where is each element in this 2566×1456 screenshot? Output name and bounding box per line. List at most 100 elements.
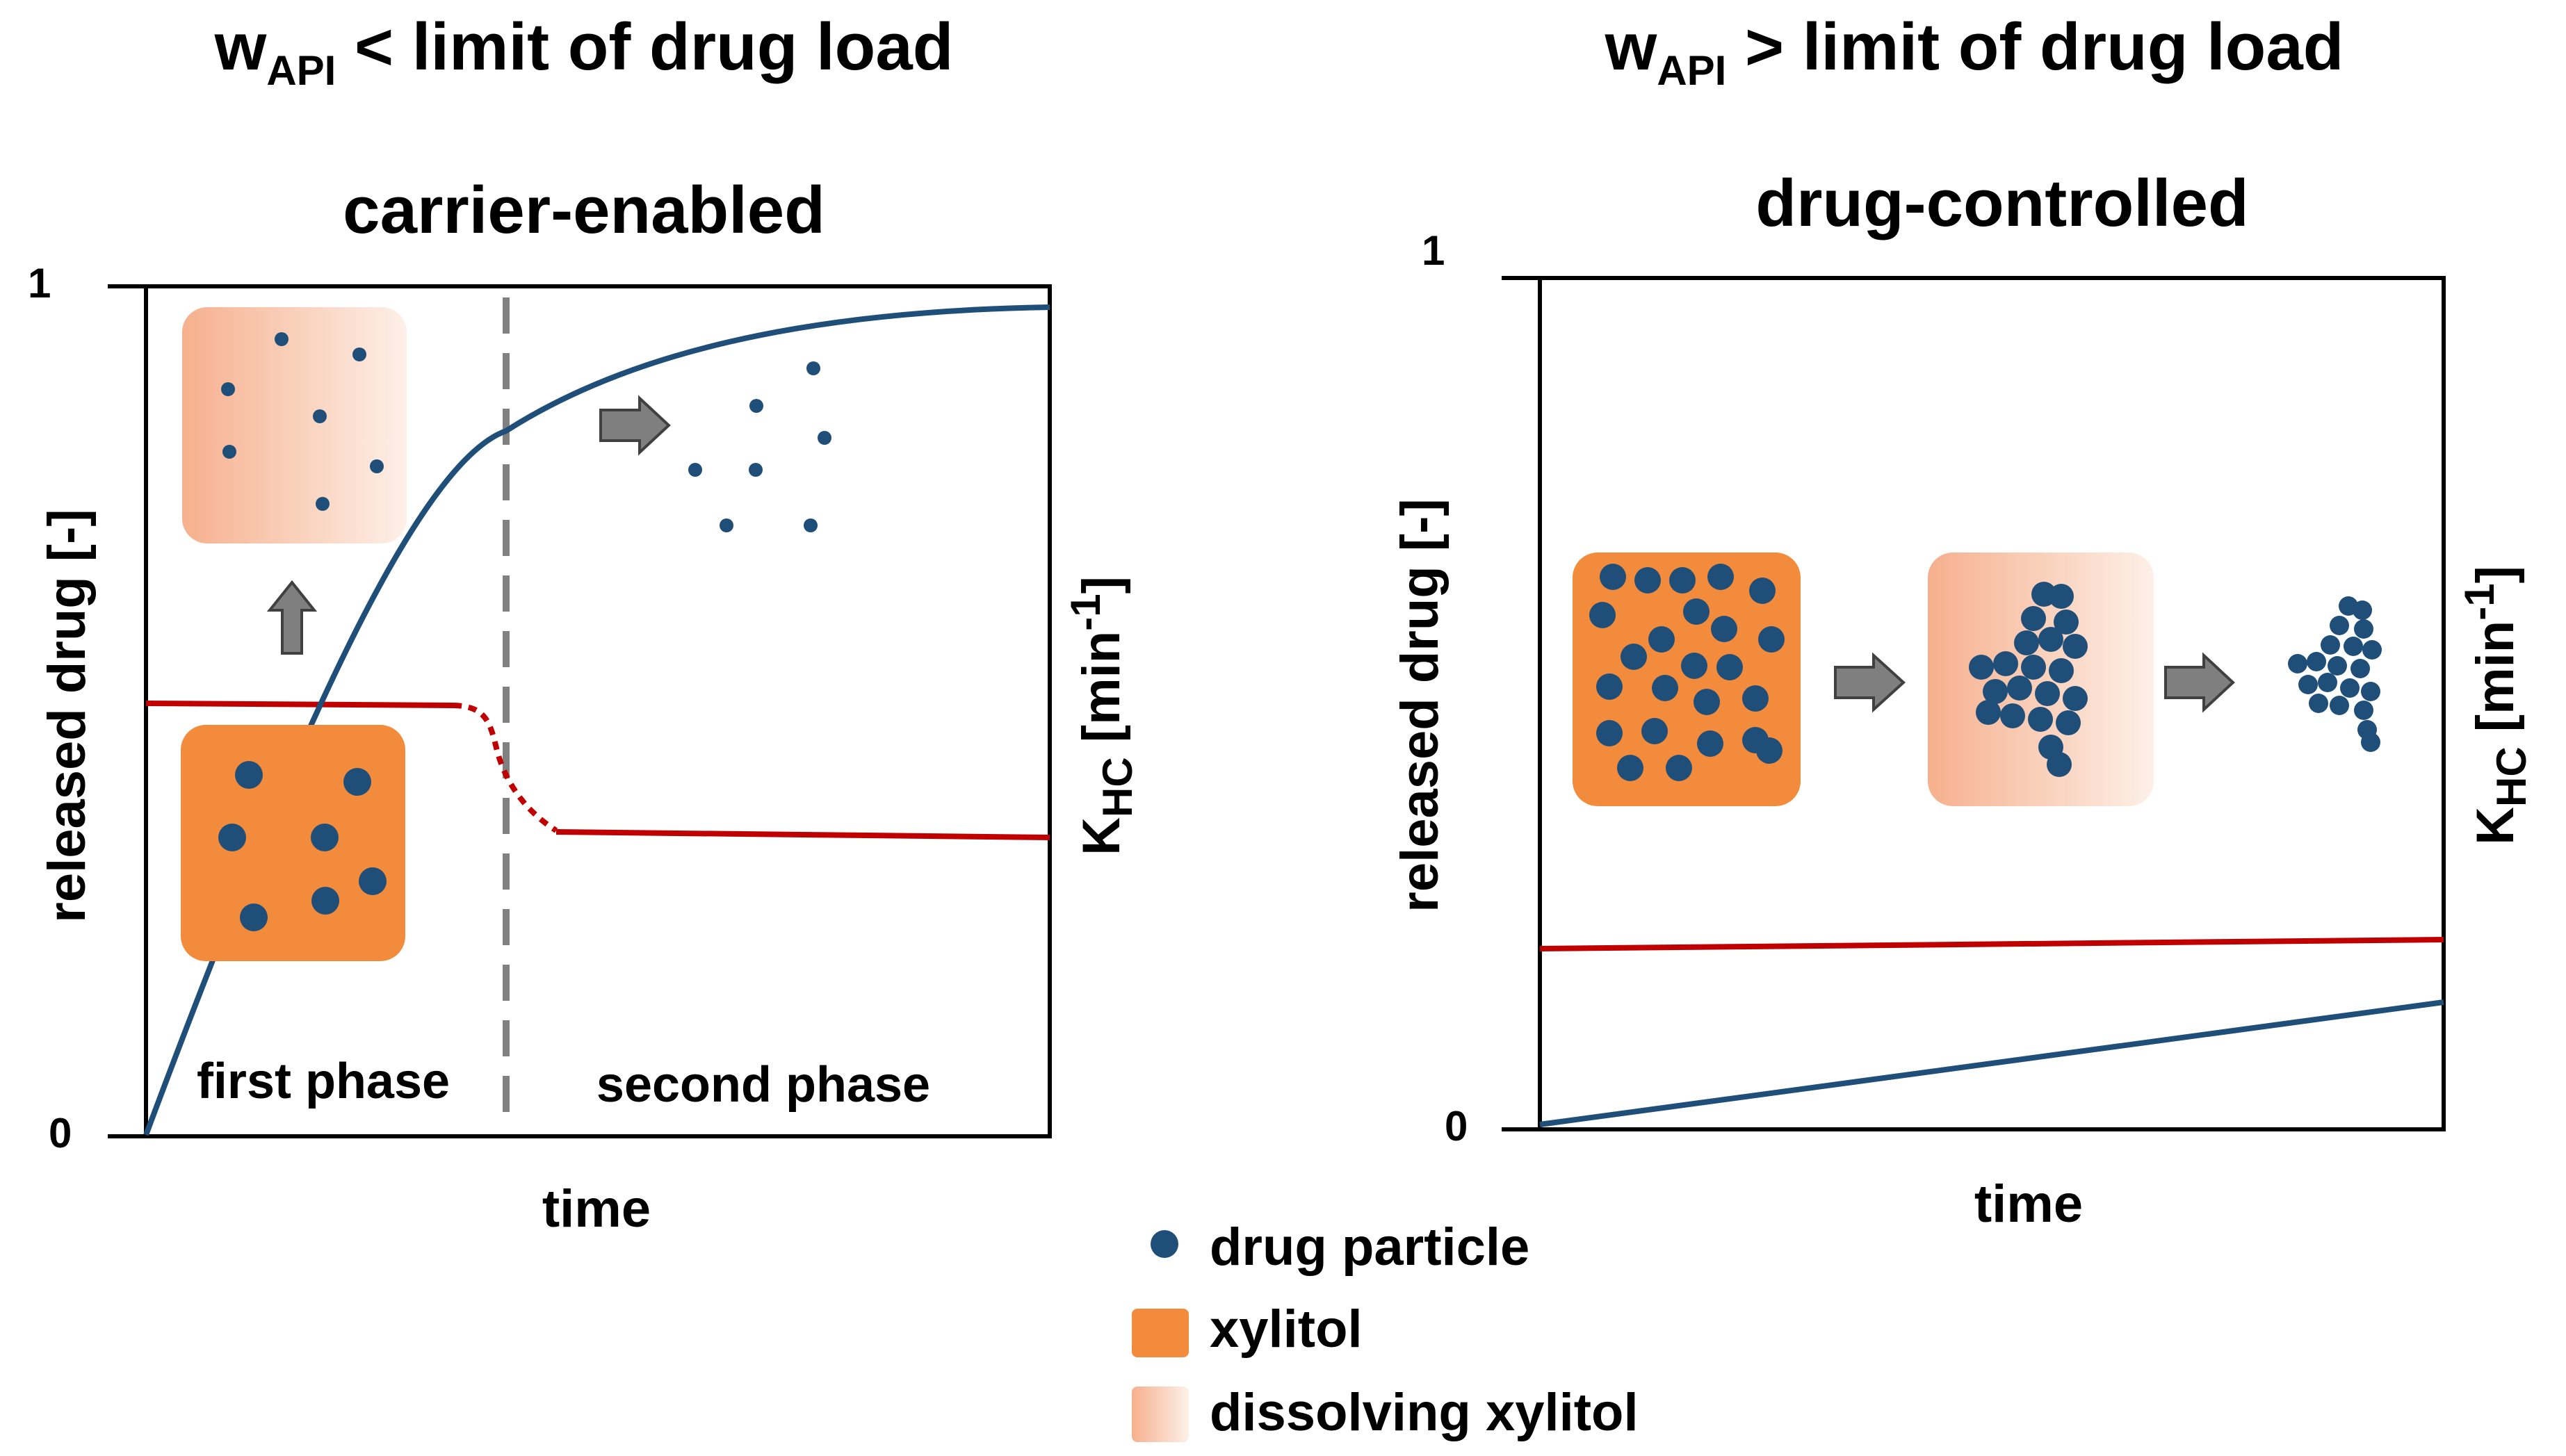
right-agglomerate-free xyxy=(2288,596,2382,752)
left-free-particle xyxy=(806,361,820,375)
right-header-base: w xyxy=(1605,10,1657,84)
phase-2-label: second phase xyxy=(596,1057,930,1113)
right-header: wAPI > limit of drug load xyxy=(1605,10,2344,94)
agglomerate-particle xyxy=(2000,703,2025,728)
agglomerate-particle xyxy=(2028,707,2053,732)
agglomerate-particle xyxy=(2021,606,2046,631)
agglomerate-particle xyxy=(2049,658,2074,683)
left-right-arrow xyxy=(599,395,671,456)
right-block-particle xyxy=(1694,689,1720,715)
left-khc-transition xyxy=(453,703,558,833)
right-mode-title: drug-controlled xyxy=(1755,166,2248,240)
legend-dissolving-swatch xyxy=(1132,1387,1189,1442)
legend: drug particle xylitol dissolving xylitol xyxy=(1132,1218,1639,1442)
left-free-particle xyxy=(804,518,818,532)
right-block-particle xyxy=(1749,578,1776,604)
left-dissolving-particle xyxy=(352,347,366,361)
right-y-top-label: 1 xyxy=(1422,227,1445,274)
left-dissolving-particle xyxy=(370,459,384,473)
right-y-axis-label: released drug [-] xyxy=(1390,498,1450,912)
right-block-particle xyxy=(1669,567,1696,594)
left-khc-curve-second xyxy=(555,829,1050,840)
left-y-axis-label: released drug [-] xyxy=(38,509,97,922)
left-y2-exp: -1 xyxy=(1062,594,1109,630)
agglomerate-particle xyxy=(2361,733,2380,752)
agglomerate-particle xyxy=(2014,630,2039,655)
agglomerate-particle xyxy=(2340,678,2360,698)
right-y2-base: K xyxy=(2466,807,2525,845)
agglomerate-particle xyxy=(2362,640,2382,660)
right-plot-frame xyxy=(1538,276,2446,1131)
phase-1-label: first phase xyxy=(197,1054,450,1109)
left-y2-sub: HC xyxy=(1094,757,1141,817)
left-block-particle xyxy=(311,887,339,915)
agglomerate-particle xyxy=(1993,651,2018,676)
left-header: wAPI < limit of drug load xyxy=(214,10,954,94)
left-panel: wAPI < limit of drug load carrier-enable… xyxy=(28,10,1141,1238)
right-block-particle xyxy=(1652,675,1678,701)
agglomerate-particle xyxy=(2038,627,2063,652)
agglomerate-particle xyxy=(2035,681,2060,706)
right-arrow-1 xyxy=(1834,652,1906,713)
right-block-particle xyxy=(1641,718,1668,744)
left-block-particle xyxy=(240,903,268,931)
left-dissolving-particle xyxy=(222,445,236,459)
right-block-particle xyxy=(1589,602,1616,628)
left-khc-curve-first xyxy=(145,701,454,708)
right-khc-line xyxy=(1539,937,2444,951)
left-dissolving-particle xyxy=(316,497,330,511)
agglomerate-particle xyxy=(2330,696,2349,715)
right-block-particle xyxy=(1648,626,1675,653)
legend-drug-particle-label: drug particle xyxy=(1210,1218,1529,1277)
right-dissolving-block xyxy=(1928,553,2154,806)
agglomerate-particle xyxy=(2321,635,2340,655)
agglomerate-particle xyxy=(2298,675,2318,694)
left-block-particle xyxy=(359,867,387,895)
legend-xylitol-swatch xyxy=(1132,1309,1189,1357)
right-agglomerate-1 xyxy=(1969,582,2088,777)
left-free-particle xyxy=(749,463,763,477)
agglomerate-particle xyxy=(2328,656,2347,676)
left-header-rest: < limit of drug load xyxy=(336,10,953,84)
left-x-axis-label: time xyxy=(542,1179,651,1238)
agglomerate-particle xyxy=(2309,694,2328,713)
agglomerate-particle xyxy=(1969,655,1994,680)
left-free-particle xyxy=(818,431,831,445)
right-block-particle xyxy=(1600,564,1626,590)
right-block-particle xyxy=(1742,685,1769,712)
agglomerate-particle xyxy=(1976,700,2001,725)
right-y-bottom-label: 0 xyxy=(1445,1103,1468,1150)
right-y2-unit: [min xyxy=(2466,621,2525,747)
left-dissolving-particle xyxy=(221,382,235,396)
right-y2-close: ] xyxy=(2466,566,2525,583)
left-block-particle xyxy=(235,761,263,789)
left-header-base: w xyxy=(214,10,267,84)
agglomerate-particle xyxy=(2307,652,2326,671)
right-arrow-2 xyxy=(2164,652,2235,713)
agglomerate-particle xyxy=(2056,710,2081,735)
left-dissolving-block xyxy=(182,307,407,543)
left-dissolving-particle xyxy=(275,332,289,346)
left-y2-unit: [min xyxy=(1072,631,1131,758)
right-release-line xyxy=(1539,999,2444,1127)
right-block-particle xyxy=(1716,654,1743,680)
right-header-rest: > limit of drug load xyxy=(1726,10,2344,84)
right-block-particle xyxy=(1634,567,1661,594)
agglomerate-particle xyxy=(2354,701,2373,720)
left-xylitol-block xyxy=(181,725,405,961)
agglomerate-particle xyxy=(2049,584,2074,609)
left-y2-base: K xyxy=(1072,817,1131,856)
left-dissolving-particle xyxy=(313,409,327,423)
left-y-top-label: 1 xyxy=(28,260,51,306)
right-header-sub: API xyxy=(1657,47,1726,94)
left-up-arrow xyxy=(266,580,318,655)
agglomerate-particle xyxy=(2354,619,2373,639)
right-y2-sub: HC xyxy=(2488,746,2535,807)
right-block-particle xyxy=(1697,730,1723,757)
agglomerate-particle xyxy=(2330,616,2349,635)
agglomerate-particle xyxy=(2350,659,2370,678)
left-block-particle xyxy=(343,768,371,796)
agglomerate-particle xyxy=(2063,686,2088,711)
right-block-particle xyxy=(1666,755,1692,781)
